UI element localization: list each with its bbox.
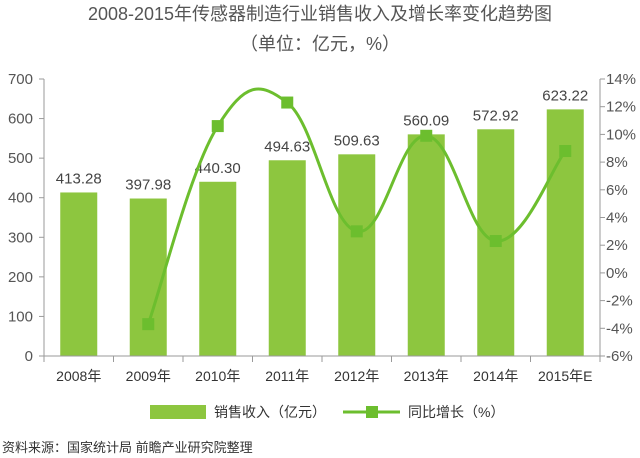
growth-point-6 bbox=[559, 145, 572, 158]
right-tick-label-9: 12% bbox=[606, 99, 636, 116]
bar-4 bbox=[338, 154, 376, 356]
bar-2 bbox=[199, 181, 237, 356]
left-tick-label-1: 100 bbox=[8, 308, 33, 325]
right-tick-label-10: 14% bbox=[606, 71, 636, 88]
legend: 销售收入（亿元） 同比增长（%） bbox=[150, 404, 504, 420]
x-tick-label-1: 2009年 bbox=[126, 368, 171, 384]
left-y-axis: 0 100 200 300 400 500 600 700 bbox=[8, 71, 45, 365]
bar-label-5: 560.09 bbox=[403, 112, 449, 129]
left-tick-label-3: 300 bbox=[8, 229, 33, 246]
bar-label-6: 572.92 bbox=[473, 107, 519, 124]
growth-point-3 bbox=[350, 225, 363, 238]
chart-title: 2008-2015年传感器制造行业销售收入及增长率变化趋势图 bbox=[88, 4, 552, 24]
right-tick-label-7: 8% bbox=[606, 154, 628, 171]
bar-label-0: 413.28 bbox=[56, 170, 102, 187]
x-tick-label-0: 2008年 bbox=[56, 368, 101, 384]
right-tick-label-4: 2% bbox=[606, 237, 628, 254]
bar-label-4: 509.63 bbox=[334, 132, 380, 149]
legend-bar-label: 销售收入（亿元） bbox=[214, 404, 326, 420]
x-tick-label-4: 2012年 bbox=[334, 368, 379, 384]
legend-bar-swatch bbox=[150, 405, 206, 419]
right-tick-label-8: 10% bbox=[606, 126, 636, 143]
bar-3 bbox=[268, 160, 306, 356]
legend-line-marker bbox=[366, 406, 378, 418]
bar-label-1: 397.98 bbox=[125, 177, 171, 194]
left-tick-label-6: 600 bbox=[8, 111, 33, 128]
bar-5 bbox=[407, 134, 445, 356]
right-tick-label-3: 0% bbox=[606, 265, 628, 282]
bar-label-2: 440.30 bbox=[195, 160, 241, 177]
x-tick-label-6: 2014年 bbox=[473, 368, 518, 384]
left-tick-label-5: 500 bbox=[8, 150, 33, 167]
right-tick-label-2: -2% bbox=[606, 293, 633, 310]
bar-label-3: 494.63 bbox=[264, 138, 310, 155]
x-tick-label-7: 2015年E bbox=[538, 368, 592, 384]
x-tick-label-2: 2010年 bbox=[195, 368, 240, 384]
growth-line-series bbox=[142, 87, 572, 331]
bar-series bbox=[60, 109, 584, 357]
left-tick-label-0: 0 bbox=[25, 348, 33, 365]
left-tick-label-7: 700 bbox=[8, 71, 33, 88]
right-tick-label-1: -4% bbox=[606, 320, 633, 337]
right-tick-label-5: 4% bbox=[606, 210, 628, 227]
growth-point-4 bbox=[420, 129, 433, 142]
right-tick-label-6: 6% bbox=[606, 182, 628, 199]
chart-subtitle: （单位：亿元，%） bbox=[240, 34, 400, 54]
growth-point-2 bbox=[281, 96, 294, 109]
growth-point-1 bbox=[211, 120, 224, 133]
growth-point-5 bbox=[489, 235, 502, 248]
left-tick-label-4: 400 bbox=[8, 190, 33, 207]
growth-point-0 bbox=[142, 318, 155, 331]
source-note: 资料来源：国家统计局 前瞻产业研究院整理 bbox=[2, 440, 253, 455]
bar-0 bbox=[60, 192, 98, 356]
x-tick-label-5: 2013年 bbox=[404, 368, 449, 384]
bar-data-labels: 413.28 397.98 440.30 494.63 509.63 560.09 572.… bbox=[56, 87, 588, 193]
left-tick-label-2: 200 bbox=[8, 269, 33, 286]
right-tick-label-0: -6% bbox=[606, 348, 633, 365]
x-axis: 2008年 2009年 2010年 2011年 2012年 2013年 2014年 2015年… bbox=[43, 355, 601, 384]
bar-label-7: 623.22 bbox=[542, 87, 588, 104]
legend-line-label: 同比增长（%） bbox=[408, 404, 504, 420]
right-y-axis: -6% -4% -2% 0% 2% 4% 6% 8% 10% 12% 14% bbox=[599, 71, 636, 365]
x-tick-label-3: 2011年 bbox=[265, 368, 309, 384]
